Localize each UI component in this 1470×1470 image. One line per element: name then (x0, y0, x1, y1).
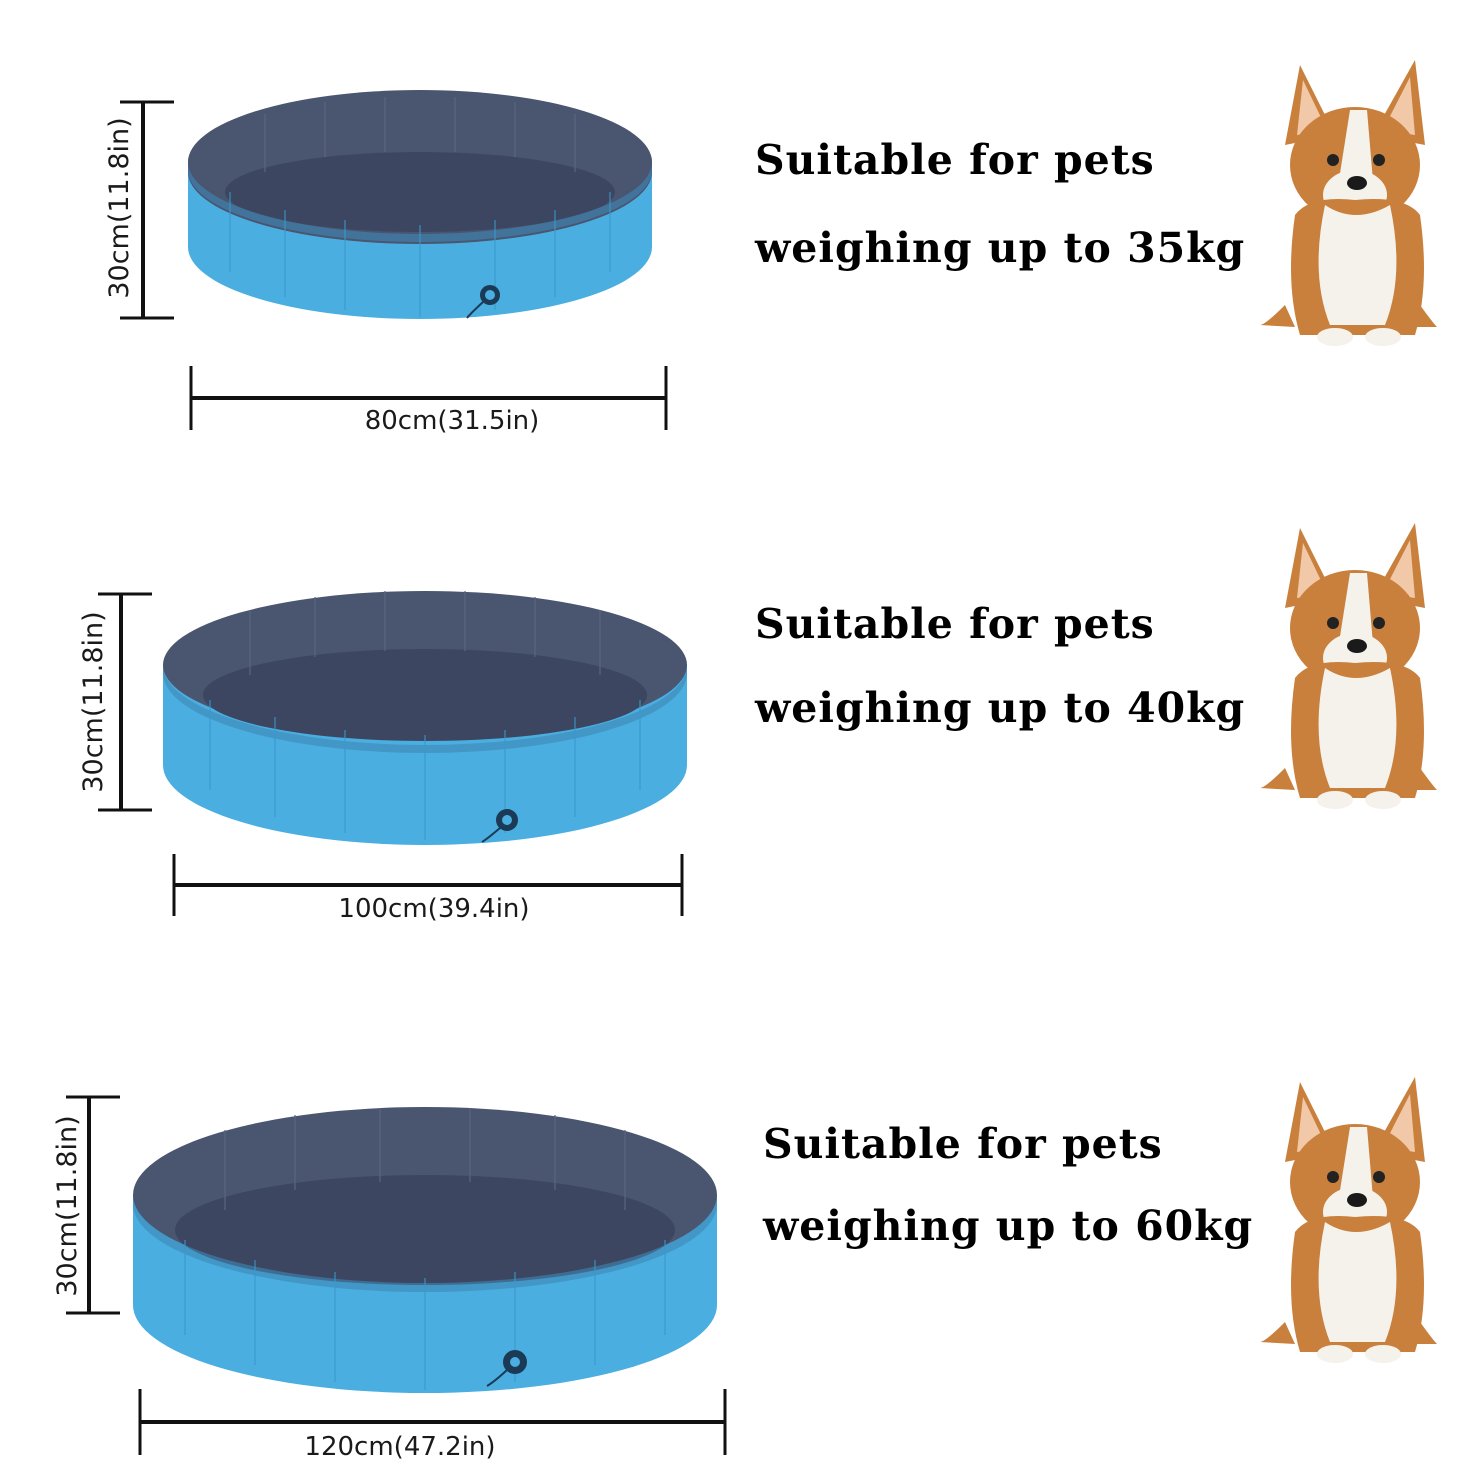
height-dimension-line (66, 1095, 120, 1315)
caption-line-1: Suitable for pets (755, 136, 1155, 184)
corgi-dog-image (1260, 523, 1437, 809)
pool-image (133, 1107, 717, 1393)
height-dimension-line (98, 592, 152, 812)
pool-image (188, 90, 652, 319)
corgi-dog-image (1260, 60, 1437, 346)
width-dimension-line (172, 854, 684, 916)
caption-line-2: weighing up to 40kg (755, 684, 1246, 732)
width-label: 100cm(39.4in) (338, 894, 530, 924)
capacity-caption: Suitable for pets weighing up to 35kg (755, 116, 1245, 292)
drain-valve-icon (486, 1350, 527, 1387)
width-label: 80cm(31.5in) (364, 406, 540, 436)
caption-line-1: Suitable for pets (755, 600, 1155, 648)
drain-valve-icon (481, 809, 518, 843)
width-dimension-line (138, 1389, 727, 1455)
width-label: 120cm(47.2in) (304, 1432, 496, 1462)
product-row-small: 30cm(11.8in) 80cm(31.5in) Suitable (0, 0, 1470, 470)
capacity-caption: Suitable for pets weighing up to 60kg (763, 1103, 1253, 1267)
height-dimension-line (120, 100, 174, 320)
capacity-caption: Suitable for pets weighing up to 40kg (755, 582, 1245, 750)
caption-line-1: Suitable for pets (763, 1120, 1163, 1168)
width-dimension-line (189, 366, 668, 430)
drain-valve-icon (466, 285, 500, 319)
caption-line-2: weighing up to 35kg (755, 224, 1246, 272)
height-label: 30cm(11.8in) (52, 1115, 83, 1297)
corgi-dog-image (1260, 1077, 1437, 1363)
pool-image (163, 591, 687, 845)
caption-line-2: weighing up to 60kg (763, 1202, 1254, 1250)
